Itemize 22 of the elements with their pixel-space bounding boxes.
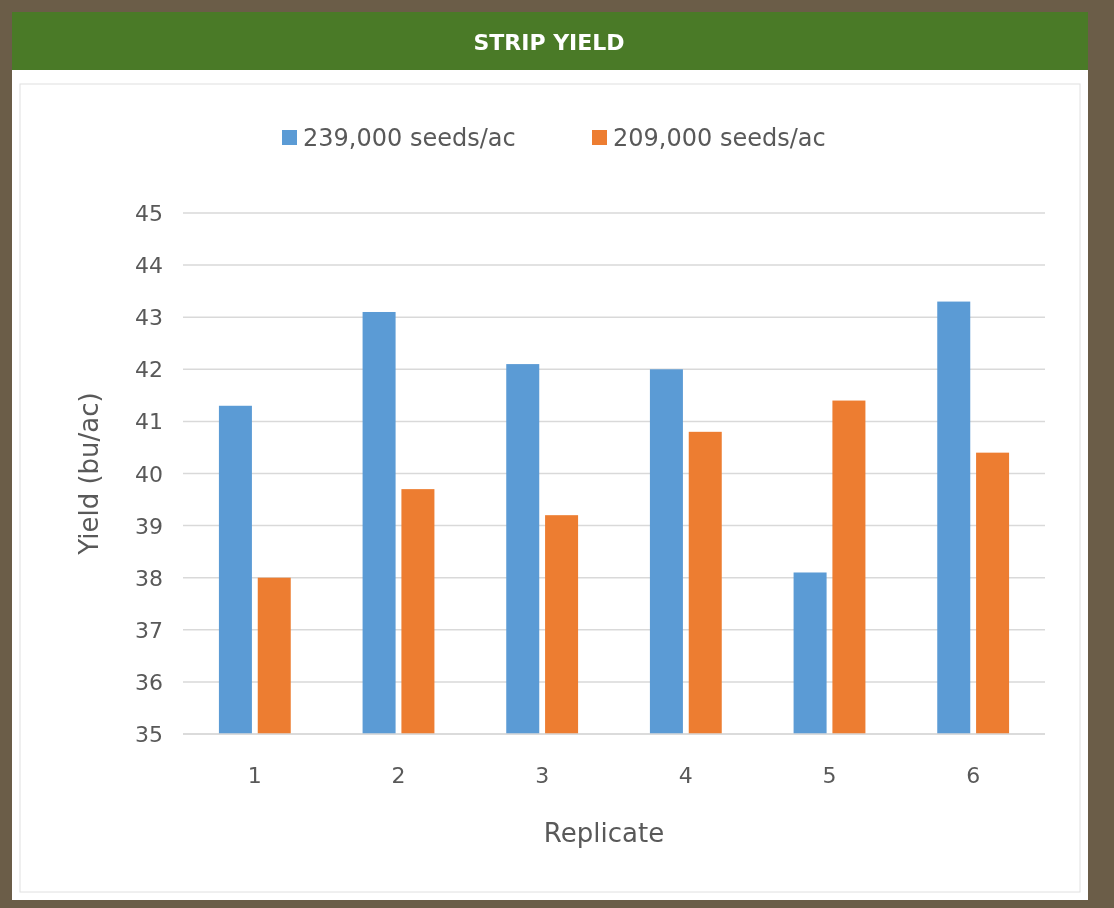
y-tick-label: 41 — [135, 409, 163, 435]
x-tick-label: 5 — [822, 763, 837, 788]
y-tick-label: 43 — [135, 305, 163, 331]
y-tick-label: 35 — [135, 722, 163, 747]
legend-label: 239,000 seeds/ac — [303, 124, 516, 152]
x-tick-label: 4 — [678, 763, 693, 788]
chart-title: STRIP YIELD — [473, 30, 625, 55]
y-tick-label: 39 — [135, 513, 163, 539]
x-tick-label: 6 — [966, 763, 981, 788]
x-tick-label: 1 — [247, 763, 262, 788]
y-tick-label: 44 — [135, 253, 163, 279]
x-axis-title: Replicate — [543, 818, 665, 848]
y-tick-label: 36 — [135, 669, 163, 695]
y-axis-title: Yield (bu/ac) — [74, 392, 104, 556]
legend-label: 209,000 seeds/ac — [613, 124, 826, 152]
y-tick-label: 37 — [135, 617, 163, 643]
y-tick-label: 45 — [135, 201, 163, 226]
x-tick-label: 2 — [391, 763, 406, 788]
y-tick-label: 42 — [135, 357, 163, 383]
x-tick-label: 3 — [535, 763, 550, 788]
y-tick-label: 38 — [135, 565, 163, 591]
y-tick-label: 40 — [135, 461, 163, 487]
